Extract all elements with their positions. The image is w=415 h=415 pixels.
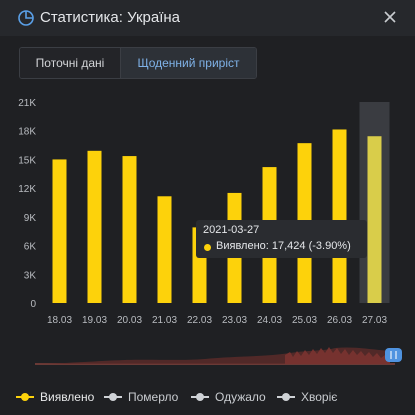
x-tick-label: 23.03	[222, 315, 247, 326]
legend-label: Одужало	[215, 390, 266, 404]
x-tick-label: 22.03	[187, 315, 212, 326]
window-title: Статистика: Україна	[40, 9, 181, 26]
legend-label: Виявлено	[40, 390, 95, 404]
tab-current-data[interactable]: Поточні дані	[20, 48, 121, 78]
bar-chart: 0 3K 6K 9K 12K 15K 18K 21K 18.03 19.03 20.03 21.03 2…	[18, 98, 390, 326]
x-tick-label: 26.03	[327, 315, 352, 326]
legend-label: Померло	[128, 390, 179, 404]
bar-27.03[interactable]	[367, 136, 382, 303]
legend-line-icon	[104, 393, 122, 401]
legend-line-icon	[16, 393, 34, 401]
x-tick-label: 25.03	[292, 315, 317, 326]
tooltip-series-dot	[204, 244, 211, 251]
y-tick-label: 6K	[24, 242, 37, 253]
bar-20.03[interactable]	[122, 156, 137, 303]
bar-26.03[interactable]	[332, 129, 347, 303]
view-tabs: Поточні дані Щоденний приріст	[19, 47, 257, 79]
x-tick-label: 18.03	[47, 315, 72, 326]
legend-line-icon	[277, 393, 295, 401]
bar-19.03[interactable]	[87, 150, 102, 303]
range-handle-icon[interactable]	[385, 348, 402, 362]
chart-tooltip: 2021-03-27 Виявлено: 17,424 (-3.90%)	[196, 220, 367, 258]
y-tick-label: 15K	[18, 155, 36, 166]
x-tick-label: 19.03	[82, 315, 107, 326]
x-tick-label: 27.03	[362, 315, 387, 326]
tooltip-date: 2021-03-27	[203, 224, 260, 236]
y-tick-label: 12K	[18, 184, 36, 195]
close-icon[interactable]	[381, 8, 399, 26]
y-tick-label: 3K	[24, 270, 37, 281]
tab-daily-growth[interactable]: Щоденний приріст	[121, 48, 256, 78]
chart-legend: Виявлено Померло Одужало Хворіє	[16, 388, 406, 408]
legend-line-icon	[191, 393, 209, 401]
legend-label: Хворіє	[301, 390, 338, 404]
y-tick-label: 21K	[18, 98, 36, 109]
y-tick-label: 0	[30, 299, 36, 310]
x-tick-label: 24.03	[257, 315, 282, 326]
y-tick-label: 18K	[18, 127, 36, 138]
pie-chart-icon	[18, 10, 34, 26]
bar-18.03[interactable]	[52, 159, 67, 303]
x-tick-label: 21.03	[152, 315, 177, 326]
y-tick-label: 9K	[24, 213, 37, 224]
range-navigator[interactable]	[35, 345, 405, 367]
window-header: Статистика: Україна	[0, 0, 415, 36]
x-tick-label: 20.03	[117, 315, 142, 326]
bar-21.03[interactable]	[157, 196, 172, 303]
tooltip-value: Виявлено: 17,424 (-3.90%)	[216, 240, 351, 252]
